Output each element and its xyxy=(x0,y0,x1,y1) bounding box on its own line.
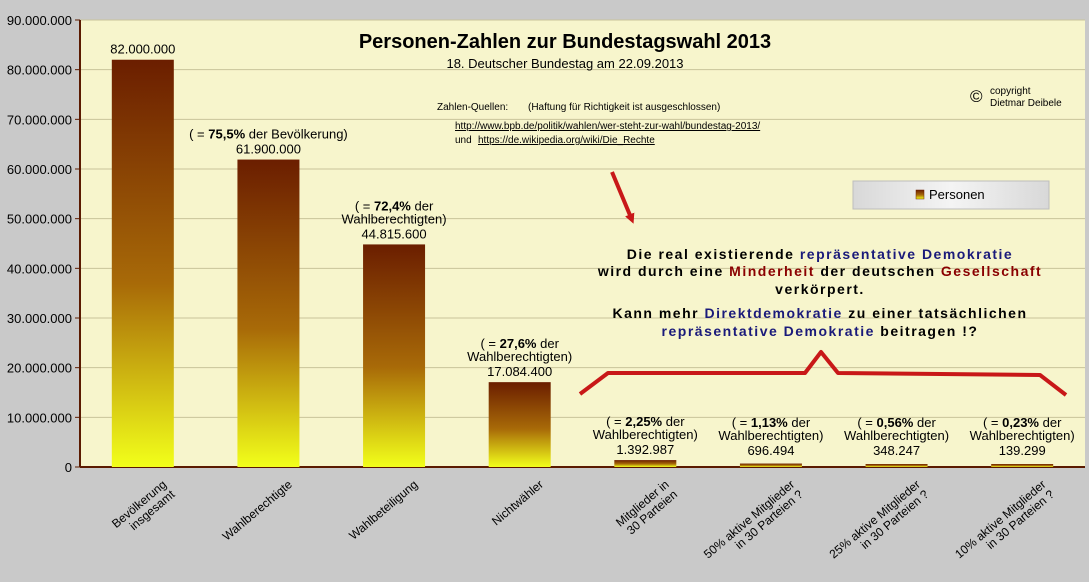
value-label: 44.815.600 xyxy=(362,226,427,241)
bar-annotation: ( = 27,6% der xyxy=(480,336,559,351)
bar-annotation: ( = 1,13% der xyxy=(732,415,811,430)
message-line4: Kann mehr Direktdemokratie zu einer tats… xyxy=(612,305,1027,321)
copyright-line-1: copyright xyxy=(990,86,1031,97)
bar-annotation: Wahlberechtigten) xyxy=(844,428,949,443)
category-label-line: 50% aktive Mitglieder xyxy=(701,477,797,561)
y-axis-ticks: 0 10.000.000 20.000.000 30.000.000 40.000.00… xyxy=(7,13,80,475)
bar-annotation: ( = 0,56% der xyxy=(857,415,936,430)
red-arrow xyxy=(610,171,635,224)
bar-annotation: Wahlberechtigten) xyxy=(970,428,1075,443)
y-tick-label: 90.000.000 xyxy=(7,13,72,28)
bar-annotations: 82.000.000 61.900.000( = 75,5% der Bevölk… xyxy=(110,42,1074,458)
bar xyxy=(237,159,300,467)
y-tick-label: 30.000.000 xyxy=(7,311,72,326)
message-line5: repräsentative Demokratie beitragen !? xyxy=(662,323,979,339)
bar xyxy=(865,464,928,467)
y-tick-label: 70.000.000 xyxy=(7,112,72,127)
bar xyxy=(614,460,677,467)
copyright-block: © copyright Dietmar Deibele xyxy=(970,86,1062,109)
sources-block: Zahlen-Quellen: (Haftung für Richtigkeit… xyxy=(437,102,760,146)
chart-subtitle: 18. Deutscher Bundestag am 22.09.2013 xyxy=(446,56,683,71)
plot-area xyxy=(80,20,1085,467)
legend-label: Personen xyxy=(929,187,985,202)
value-label: 348.247 xyxy=(873,443,920,458)
bar xyxy=(991,464,1054,467)
legend-swatch xyxy=(915,189,925,200)
bar-annotation: Wahlberechtigten) xyxy=(593,427,698,442)
bar-annotation: ( = 75,5% der Bevölkerung) xyxy=(189,127,348,142)
source-link-wikipedia[interactable]: https://de.wikipedia.org/wiki/Die_Rechte xyxy=(478,135,655,146)
y-tick-label: 10.000.000 xyxy=(7,410,72,425)
y-tick-label: 50.000.000 xyxy=(7,212,72,227)
copyright-symbol: © xyxy=(970,87,983,106)
source-link-bpb[interactable]: http://www.bpb.de/politik/wahlen/wer-ste… xyxy=(455,121,760,132)
bar xyxy=(739,463,802,467)
category-label: Wahlberechtigte xyxy=(220,477,295,543)
value-label: 1.392.987 xyxy=(616,442,674,457)
bar-annotation: ( = 72,4% der xyxy=(355,198,434,213)
sources-label: Zahlen-Quellen: xyxy=(437,102,508,113)
category-label: Wahlbeteiligung xyxy=(346,477,420,542)
category-label-line: 10% aktive Mitglieder xyxy=(952,477,1048,561)
category-label: Nichtwähler xyxy=(489,477,546,528)
category-label-line: Wahlbeteiligung xyxy=(346,477,420,542)
value-label: 17.084.400 xyxy=(487,364,552,379)
message-line2: wird durch eine Minderheit der deutschen… xyxy=(597,263,1042,279)
bars xyxy=(111,59,1054,467)
bar-annotation: Wahlberechtigten) xyxy=(342,211,447,226)
category-label-line: Nichtwähler xyxy=(489,477,546,528)
y-tick-label: 60.000.000 xyxy=(7,162,72,177)
bar xyxy=(488,382,551,467)
value-label: 82.000.000 xyxy=(110,42,175,57)
bar xyxy=(111,59,174,467)
value-label: 139.299 xyxy=(999,443,1046,458)
category-label-line: Wahlberechtigte xyxy=(220,477,295,543)
red-trend-line xyxy=(578,350,1068,397)
message-line1: Die real existierende repräsentative Dem… xyxy=(627,246,1013,262)
category-label-line: 25% aktive Mitglieder xyxy=(827,477,923,561)
bar-annotation: Wahlberechtigten) xyxy=(467,349,572,364)
y-tick-label: 0 xyxy=(65,460,72,475)
y-tick-label: 20.000.000 xyxy=(7,361,72,376)
bar xyxy=(363,244,426,467)
copyright-line-2: Dietmar Deibele xyxy=(990,98,1062,109)
y-tick-label: 80.000.000 xyxy=(7,63,72,78)
democracy-message: Die real existierende repräsentative Dem… xyxy=(597,246,1042,339)
value-label: 696.494 xyxy=(747,443,794,458)
y-tick-label: 40.000.000 xyxy=(7,261,72,276)
bar-annotation: ( = 2,25% der xyxy=(606,414,685,429)
chart-title: Personen-Zahlen zur Bundestagswahl 2013 xyxy=(359,31,771,53)
bar-annotation: ( = 0,23% der xyxy=(983,415,1062,430)
legend: Personen xyxy=(852,180,1050,210)
legend-box xyxy=(852,180,1050,210)
bar-annotation: Wahlberechtigten) xyxy=(718,428,823,443)
value-label: 61.900.000 xyxy=(236,142,301,157)
sources-disclaimer: (Haftung für Richtigkeit ist ausgeschlos… xyxy=(528,102,720,113)
sources-and-word: und xyxy=(455,135,472,146)
message-line3: verkörpert. xyxy=(775,281,865,297)
